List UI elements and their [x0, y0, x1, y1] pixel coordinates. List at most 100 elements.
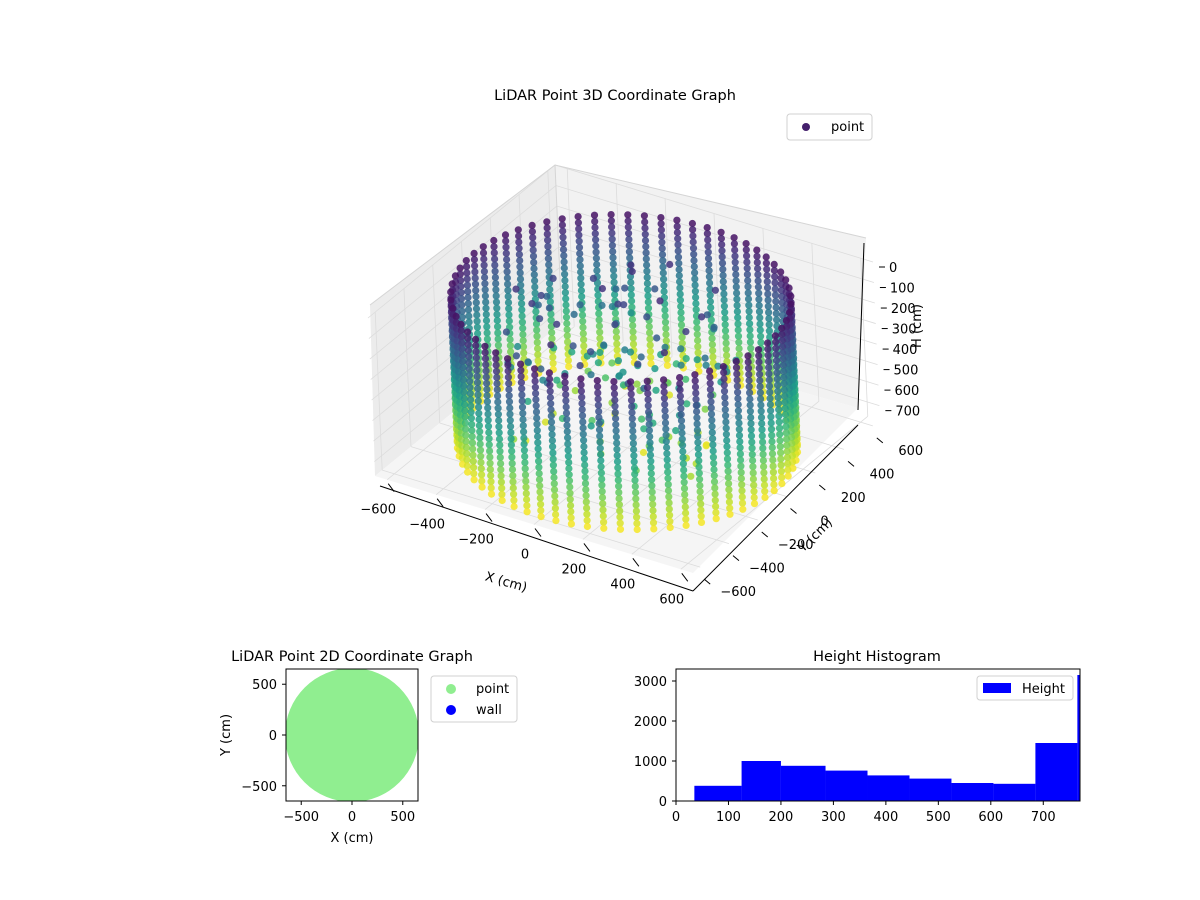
point-3d	[773, 316, 781, 324]
point-3d	[747, 426, 755, 434]
point-3d	[543, 224, 551, 232]
x-axis-label-2d: X (cm)	[331, 831, 374, 846]
point-3d	[552, 510, 560, 519]
point-3d	[778, 337, 786, 345]
point-3d	[734, 407, 743, 415]
point-3d	[693, 324, 701, 332]
y-tick-mark	[703, 578, 711, 585]
point-3d	[694, 336, 702, 345]
point-3d	[613, 439, 621, 447]
point-3d	[529, 252, 538, 260]
chart-3d-title: LiDAR Point 3D Coordinate Graph	[494, 88, 736, 104]
y-tick-label-2d: 500	[252, 678, 277, 693]
point-3d	[722, 412, 730, 420]
point-3d	[528, 221, 536, 229]
point-3d	[612, 421, 620, 429]
point-3d	[765, 327, 774, 335]
point-3d	[763, 271, 771, 280]
point-3d	[768, 437, 776, 446]
point-3d	[512, 285, 520, 293]
point-3d	[468, 420, 476, 428]
point-3d	[486, 453, 494, 461]
point-3d	[461, 419, 469, 427]
point-3d	[532, 396, 540, 404]
point-3d	[768, 431, 776, 439]
point-3d	[767, 419, 775, 427]
point-3d	[663, 361, 672, 369]
point-3d	[496, 453, 504, 461]
point-3d	[646, 445, 654, 453]
point-3d	[611, 321, 619, 329]
point-3d	[674, 247, 682, 255]
point-3d	[676, 374, 684, 382]
point-3d	[505, 379, 513, 387]
point-3d	[627, 378, 635, 386]
point-cloud-3d	[447, 211, 802, 534]
point-3d	[630, 458, 638, 466]
point-3d	[710, 465, 718, 474]
point-3d	[473, 366, 481, 374]
point-3d	[492, 349, 500, 357]
grid-back-vertical	[860, 258, 869, 417]
point-3d	[769, 468, 778, 476]
point-3d	[660, 281, 668, 289]
point-3d	[677, 302, 685, 310]
point-3d	[644, 298, 652, 306]
point-3d	[483, 329, 491, 337]
point-3d	[629, 433, 637, 441]
point-3d	[570, 310, 578, 318]
point-3d	[481, 348, 489, 357]
point-3d	[507, 429, 515, 437]
point-3d	[547, 406, 555, 414]
point-3d	[493, 373, 501, 381]
point-3d	[470, 249, 478, 257]
point-3d	[574, 213, 582, 221]
point-3d	[536, 494, 544, 502]
point-3d	[742, 246, 750, 254]
point-3d	[691, 377, 699, 385]
point-3d	[463, 450, 471, 458]
x-axis-line	[379, 485, 694, 592]
point-3d	[750, 481, 758, 489]
point-3d	[645, 414, 653, 422]
point-3d	[563, 421, 571, 429]
point-3d	[749, 475, 758, 483]
point-3d	[733, 289, 741, 297]
point-3d	[722, 430, 731, 438]
point-3d	[548, 424, 556, 432]
point-3d	[772, 297, 780, 305]
point-3d	[682, 521, 690, 530]
point-3d	[764, 302, 772, 310]
point-3d	[598, 493, 607, 502]
point-3d	[595, 426, 604, 434]
point-3d	[775, 406, 783, 414]
point-3d	[748, 438, 756, 446]
point-3d	[711, 286, 720, 294]
point-3d	[497, 472, 505, 480]
point-3d	[706, 297, 715, 306]
point-3d	[508, 447, 516, 455]
point-3d	[645, 323, 653, 331]
point-3d	[612, 427, 620, 435]
point-3d	[696, 488, 704, 496]
point-3d	[531, 289, 539, 297]
point-3d	[468, 426, 476, 435]
y-tick-label-hist: 1000	[634, 755, 667, 770]
point-3d	[664, 487, 673, 495]
point-3d	[497, 460, 505, 468]
point-3d	[711, 484, 719, 492]
point-3d	[691, 371, 699, 379]
point-3d	[569, 342, 577, 350]
point-3d	[474, 391, 482, 399]
point-3d	[653, 334, 661, 342]
point-3d	[613, 340, 621, 348]
point-3d	[665, 499, 673, 507]
point-3d	[761, 487, 769, 495]
point-3d	[707, 316, 715, 324]
point-3d	[490, 249, 498, 257]
grid-back-vertical	[811, 243, 820, 402]
point-3d	[543, 292, 551, 300]
point-3d	[659, 257, 667, 265]
point-3d	[646, 439, 654, 447]
point-3d	[487, 472, 495, 480]
